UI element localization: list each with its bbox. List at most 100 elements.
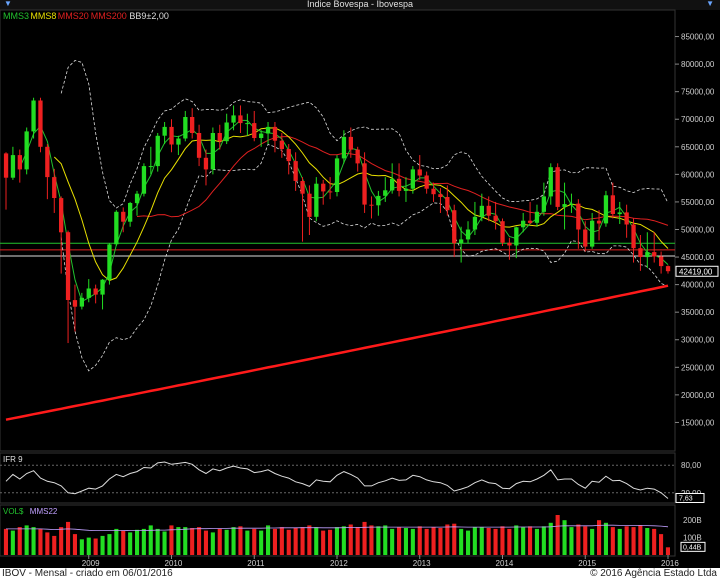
candle-body [107,244,112,280]
candle-body [321,183,326,192]
volume-bar [466,530,471,555]
volume-bar [66,521,71,555]
volume-bar [17,527,22,555]
candle-body [169,126,174,145]
candle-body [10,155,16,178]
menu-arrow-icon[interactable]: ▼ [706,0,714,8]
volume-bar [128,532,133,555]
volume-bar [369,525,374,555]
x-tick-label: 2014 [496,559,514,568]
volume-bar [528,526,533,555]
volume-bar [479,527,484,555]
volume-bar [197,527,202,555]
volume-bar [659,534,664,555]
candle-body [472,216,478,230]
candle-body [238,115,243,124]
x-tick-label: 2009 [82,559,100,568]
x-tick-label: 2015 [578,559,596,568]
chart-area: 85000,00 80000,00 75000,00 70000,00 65000,00… [0,9,719,568]
candle-body [410,169,415,189]
candle-body [203,157,209,170]
volume-bar [279,527,284,555]
volume-bar [203,530,208,555]
candle-body [72,300,78,307]
main-legend-item: MMS200 [91,11,127,21]
volume-bar [403,528,408,555]
candle-body [45,146,50,178]
volume-bar [597,520,602,555]
candle-body [659,256,664,267]
candle-body [424,175,429,189]
volume-bar [59,527,64,555]
ifr-line [5,461,669,499]
y-tick-label: 80000,00 [681,60,715,69]
candle-body [190,117,195,133]
volume-bar [259,530,264,555]
volume-bar [638,525,643,555]
candle-body [500,221,505,243]
volume-bar [583,526,588,555]
candle-body [417,169,422,176]
candle-body [562,204,567,207]
volume-bar [72,534,77,555]
vol-last-label: 0,44B [683,544,702,551]
volume-bar [148,525,153,555]
candle-body [3,153,9,178]
candle-body [141,166,147,194]
volume-bar [424,528,429,555]
volume-bar [665,547,670,555]
main-legend-item: MMS20 [58,11,89,21]
volume-bar [631,527,636,555]
candle-body [121,211,126,222]
candle-body [507,242,512,246]
candle-body [210,133,215,170]
candle-body [341,136,347,159]
y-tick-label: 55000,00 [681,198,715,207]
volume-bar [521,527,526,555]
candle-body [534,211,540,223]
menu-arrow-icon[interactable]: ▼ [4,0,12,8]
volume-bar [348,524,353,555]
volume-bar [397,527,402,555]
vol-tick-label: 100B [683,534,702,543]
y-tick-label: 70000,00 [681,115,715,124]
candle-body [155,135,160,167]
y-tick-label: 30000,00 [681,336,715,345]
x-axis: 2009 2010 2011 2012 2013 2014 2015 2016 [82,555,679,568]
volume-bar [31,527,36,555]
candle-body [652,252,657,257]
y-tick-label: 45000,00 [681,253,715,262]
candle-body [52,177,57,198]
candle-body [576,203,581,230]
candle-body [569,203,574,205]
volume-bar [341,526,346,555]
volume-bar [3,528,8,555]
volume-bar [286,529,291,555]
footer-info: IBOV - Mensal - criado em 06/01/2016 [2,568,173,579]
volume-bar [445,524,450,555]
volume-bar [38,528,43,555]
y-tick-label: 50000,00 [681,225,715,234]
volume-bar [590,528,595,555]
volume-bar [24,525,29,555]
window-title: Índice Bovespa - Ibovespa [306,0,414,9]
volume-bar [617,528,622,555]
volume-bar [610,527,615,555]
y-tick-label: 15000,00 [681,418,715,427]
volume-bar [652,528,657,555]
candle-body [583,229,588,247]
candle-body [645,252,650,258]
vol-legend-item: MMS22 [30,507,58,516]
candle-body [300,181,305,194]
candle-body [328,191,333,193]
volume-bar [252,528,257,555]
volume-bar [86,537,91,555]
candle-body [624,212,629,225]
candle-body [665,266,671,272]
candle-body [100,279,105,295]
volume-bar [417,526,422,555]
ifr-panel-frame [0,452,676,504]
candle-body [286,149,291,162]
volume-bar [224,529,229,555]
